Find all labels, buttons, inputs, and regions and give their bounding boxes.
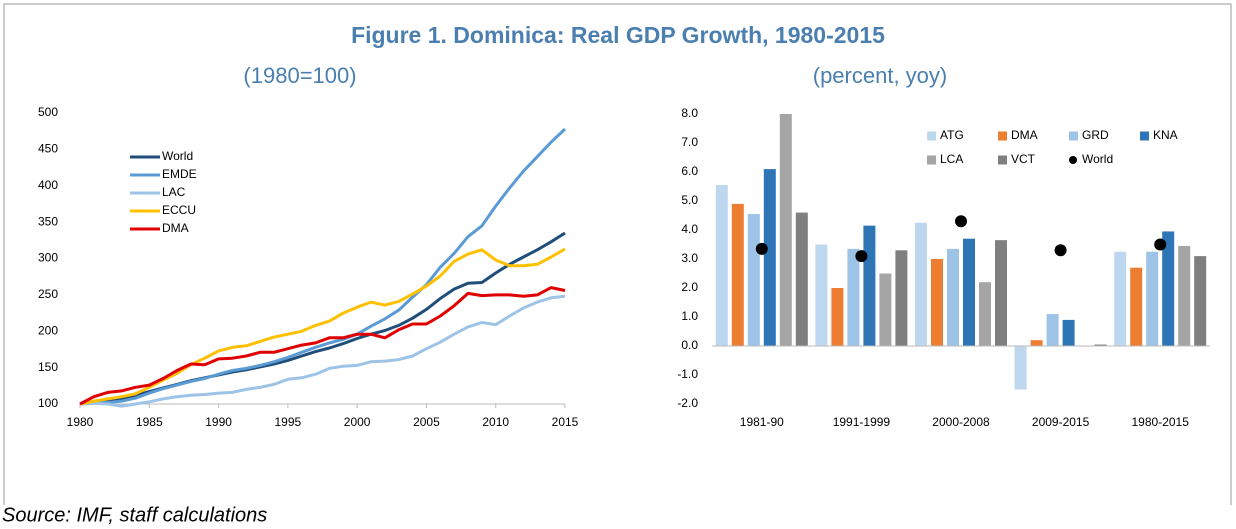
legend-label: LCA: [940, 152, 963, 166]
series-line: [79, 127, 567, 406]
figure-title: Figure 1. Dominica: Real GDP Growth, 198…: [351, 22, 885, 48]
y-tick-label: 450: [38, 142, 58, 156]
y-tick-label: 1.0: [681, 309, 698, 323]
bar: [1062, 319, 1075, 346]
legend-swatch: [1140, 131, 1149, 141]
y-tick-label: 250: [38, 287, 58, 301]
x-tick-label: 2005: [413, 415, 440, 429]
bar: [795, 212, 808, 346]
x-tick-label: 1995: [275, 415, 302, 429]
x-tick-label: 1980: [67, 415, 94, 429]
series-line: [79, 286, 566, 406]
point: [955, 215, 967, 228]
bar: [815, 244, 828, 346]
bar: [915, 222, 927, 346]
bar: [779, 114, 792, 346]
chart-subtitle: (1980=100): [243, 63, 356, 88]
legend-swatch: [1069, 156, 1077, 164]
x-tick-label: 2015: [552, 415, 579, 429]
bar: [947, 248, 959, 346]
bar: [1194, 256, 1207, 346]
bar: [1114, 251, 1127, 346]
y-tick-label: 400: [38, 178, 58, 192]
legend-label: EMDE: [162, 167, 197, 181]
bar: [731, 203, 744, 346]
bar: [863, 225, 876, 346]
bar: [715, 185, 728, 346]
y-tick-label: 0.0: [681, 338, 698, 352]
bar: [879, 273, 892, 346]
legend-swatch: [927, 155, 936, 165]
bar: [1146, 251, 1159, 346]
y-tick-label: 200: [38, 323, 58, 337]
legend-label: VCT: [1011, 152, 1036, 166]
x-tick-label: 1991-1999: [833, 415, 891, 429]
point: [755, 242, 768, 255]
y-tick-label: 4.0: [681, 222, 698, 236]
bar: [1130, 267, 1143, 346]
legend-swatch: [1069, 131, 1078, 141]
x-tick-label: 2010: [482, 415, 509, 429]
legend-label: DMA: [1011, 128, 1038, 142]
bar: [963, 238, 975, 346]
legend-label: World: [1082, 152, 1113, 166]
point: [1154, 238, 1167, 251]
bar: [1046, 314, 1059, 346]
y-tick-label: -2.0: [677, 396, 698, 410]
bar: [1094, 344, 1107, 346]
y-tick-label: 100: [38, 396, 58, 410]
legend-swatch: [927, 131, 936, 141]
bar: [747, 214, 760, 346]
x-tick-label: 1980-2015: [1132, 415, 1190, 429]
x-tick-label: 2000: [344, 415, 371, 429]
x-tick-label: 1990: [205, 415, 232, 429]
legend-swatch: [998, 131, 1007, 141]
legend-label: ATG: [940, 128, 964, 142]
source-note: Source: IMF, staff calculations: [2, 504, 267, 526]
y-tick-label: 8.0: [681, 106, 698, 120]
bar: [1014, 346, 1027, 390]
legend-label: KNA: [1153, 128, 1178, 142]
x-tick-label: 2000-2008: [932, 415, 990, 429]
bar: [1162, 231, 1175, 346]
y-tick-label: 350: [38, 214, 58, 228]
bar: [831, 288, 844, 346]
legend-label: GRD: [1082, 128, 1109, 142]
point: [855, 250, 868, 263]
bar: [847, 248, 860, 346]
legend-label: World: [162, 149, 193, 163]
y-tick-label: 300: [38, 251, 58, 265]
x-tick-label: 2009-2015: [1032, 415, 1090, 429]
y-tick-label: 150: [38, 360, 58, 374]
y-tick-label: 5.0: [681, 193, 698, 207]
legend-label: DMA: [162, 221, 189, 235]
bar: [931, 259, 943, 346]
chart-subtitle: (percent, yoy): [813, 63, 948, 88]
bar: [1178, 245, 1191, 346]
bar: [1030, 340, 1043, 346]
series-line: [79, 247, 566, 406]
y-tick-label: 3.0: [681, 251, 698, 265]
point: [1054, 244, 1067, 257]
y-tick-label: -1.0: [677, 367, 698, 381]
bar: [763, 169, 776, 346]
y-tick-label: 6.0: [681, 164, 698, 178]
x-tick-label: 1981-90: [740, 415, 784, 429]
y-tick-label: 2.0: [681, 280, 698, 294]
y-tick-label: 500: [38, 105, 58, 119]
legend-swatch: [998, 155, 1007, 165]
series-line: [79, 294, 566, 408]
legend-label: ECCU: [162, 203, 196, 217]
legend-label: LAC: [162, 185, 186, 199]
x-tick-label: 1985: [136, 415, 163, 429]
bar: [895, 250, 908, 346]
bar: [995, 240, 1007, 346]
bar: [979, 282, 991, 346]
y-tick-label: 7.0: [681, 135, 698, 149]
frame: [3, 3, 1232, 505]
